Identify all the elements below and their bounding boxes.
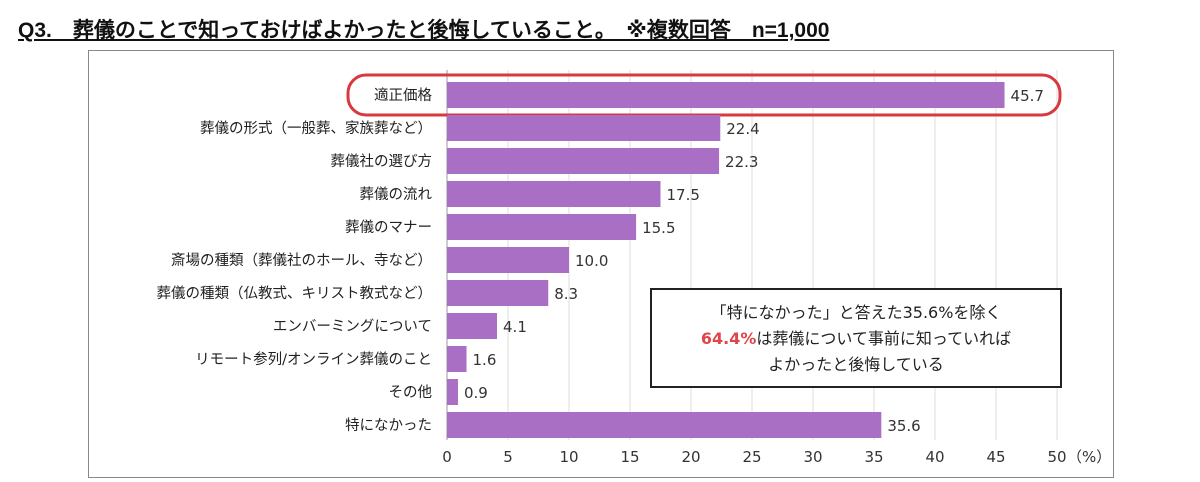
note-highlight: 64.4%: [700, 329, 757, 348]
category-label: 葬儀の種類（仏教式、キリスト教式など）: [157, 284, 433, 302]
annotation-box: 「特になかった」と答えた35.6%を除く 64.4%は葬儀について事前に知ってい…: [650, 288, 1062, 388]
category-label: その他: [389, 384, 433, 401]
category-label: 葬儀の流れ: [360, 185, 433, 203]
x-tick-label: 5: [503, 448, 513, 466]
bar: [447, 181, 661, 207]
x-tick-label: 45: [986, 448, 1005, 466]
data-label: 22.4: [726, 120, 759, 138]
data-label: 10.0: [575, 252, 608, 270]
bar: [447, 247, 569, 273]
x-tick-label: 10: [559, 448, 578, 466]
note-line-1: 「特になかった」と答えた35.6%を除く: [710, 303, 1002, 322]
bar: [447, 379, 458, 405]
category-label: 葬儀の形式（一般葬、家族葬など）: [200, 119, 432, 137]
bar: [447, 82, 1005, 108]
data-label: 35.6: [887, 417, 920, 435]
bar: [447, 214, 637, 240]
category-label: エンバーミングについて: [273, 318, 432, 335]
x-axis-unit: （%）: [1067, 448, 1111, 466]
chart-title: Q3. 葬儀のことで知っておけばよかったと後悔していること。 ※複数回答 n=1…: [18, 19, 830, 42]
bar: [447, 412, 882, 438]
x-tick-label: 25: [742, 448, 761, 466]
chart-frame: [88, 50, 1114, 478]
data-label: 1.6: [473, 351, 497, 369]
bar: [447, 148, 720, 174]
data-label: 45.7: [1011, 87, 1044, 105]
data-label: 8.3: [554, 285, 578, 303]
note-line-2-rest: は葬儀について事前に知っていれば: [756, 329, 1012, 348]
bar: [447, 313, 498, 339]
x-tick-label: 0: [442, 448, 452, 466]
x-tick-label: 50: [1047, 448, 1066, 466]
bar: [447, 346, 467, 372]
bar: [447, 115, 721, 141]
bar: [447, 280, 549, 306]
x-tick-label: 20: [681, 448, 700, 466]
category-label: リモート参列/オンライン葬儀のこと: [195, 350, 432, 368]
x-tick-label: 15: [620, 448, 639, 466]
x-tick-label: 40: [925, 448, 944, 466]
data-label: 0.9: [464, 384, 488, 402]
data-label: 15.5: [642, 219, 675, 237]
category-label: 葬儀社の選び方: [331, 152, 433, 170]
data-label: 4.1: [503, 318, 527, 336]
category-label: 葬儀のマナー: [345, 218, 432, 236]
x-tick-label: 35: [864, 448, 883, 466]
category-label: 特になかった: [345, 417, 432, 434]
data-label: 17.5: [667, 186, 700, 204]
note-line-2: 64.4%は葬儀について事前に知っていれば: [652, 326, 1060, 352]
category-label: 適正価格: [374, 86, 432, 104]
data-label: 22.3: [725, 153, 758, 171]
category-label: 斎場の種類（葬儀社のホール、寺など）: [171, 251, 432, 269]
x-tick-label: 30: [803, 448, 822, 466]
note-line-3: よかったと後悔している: [768, 355, 944, 374]
